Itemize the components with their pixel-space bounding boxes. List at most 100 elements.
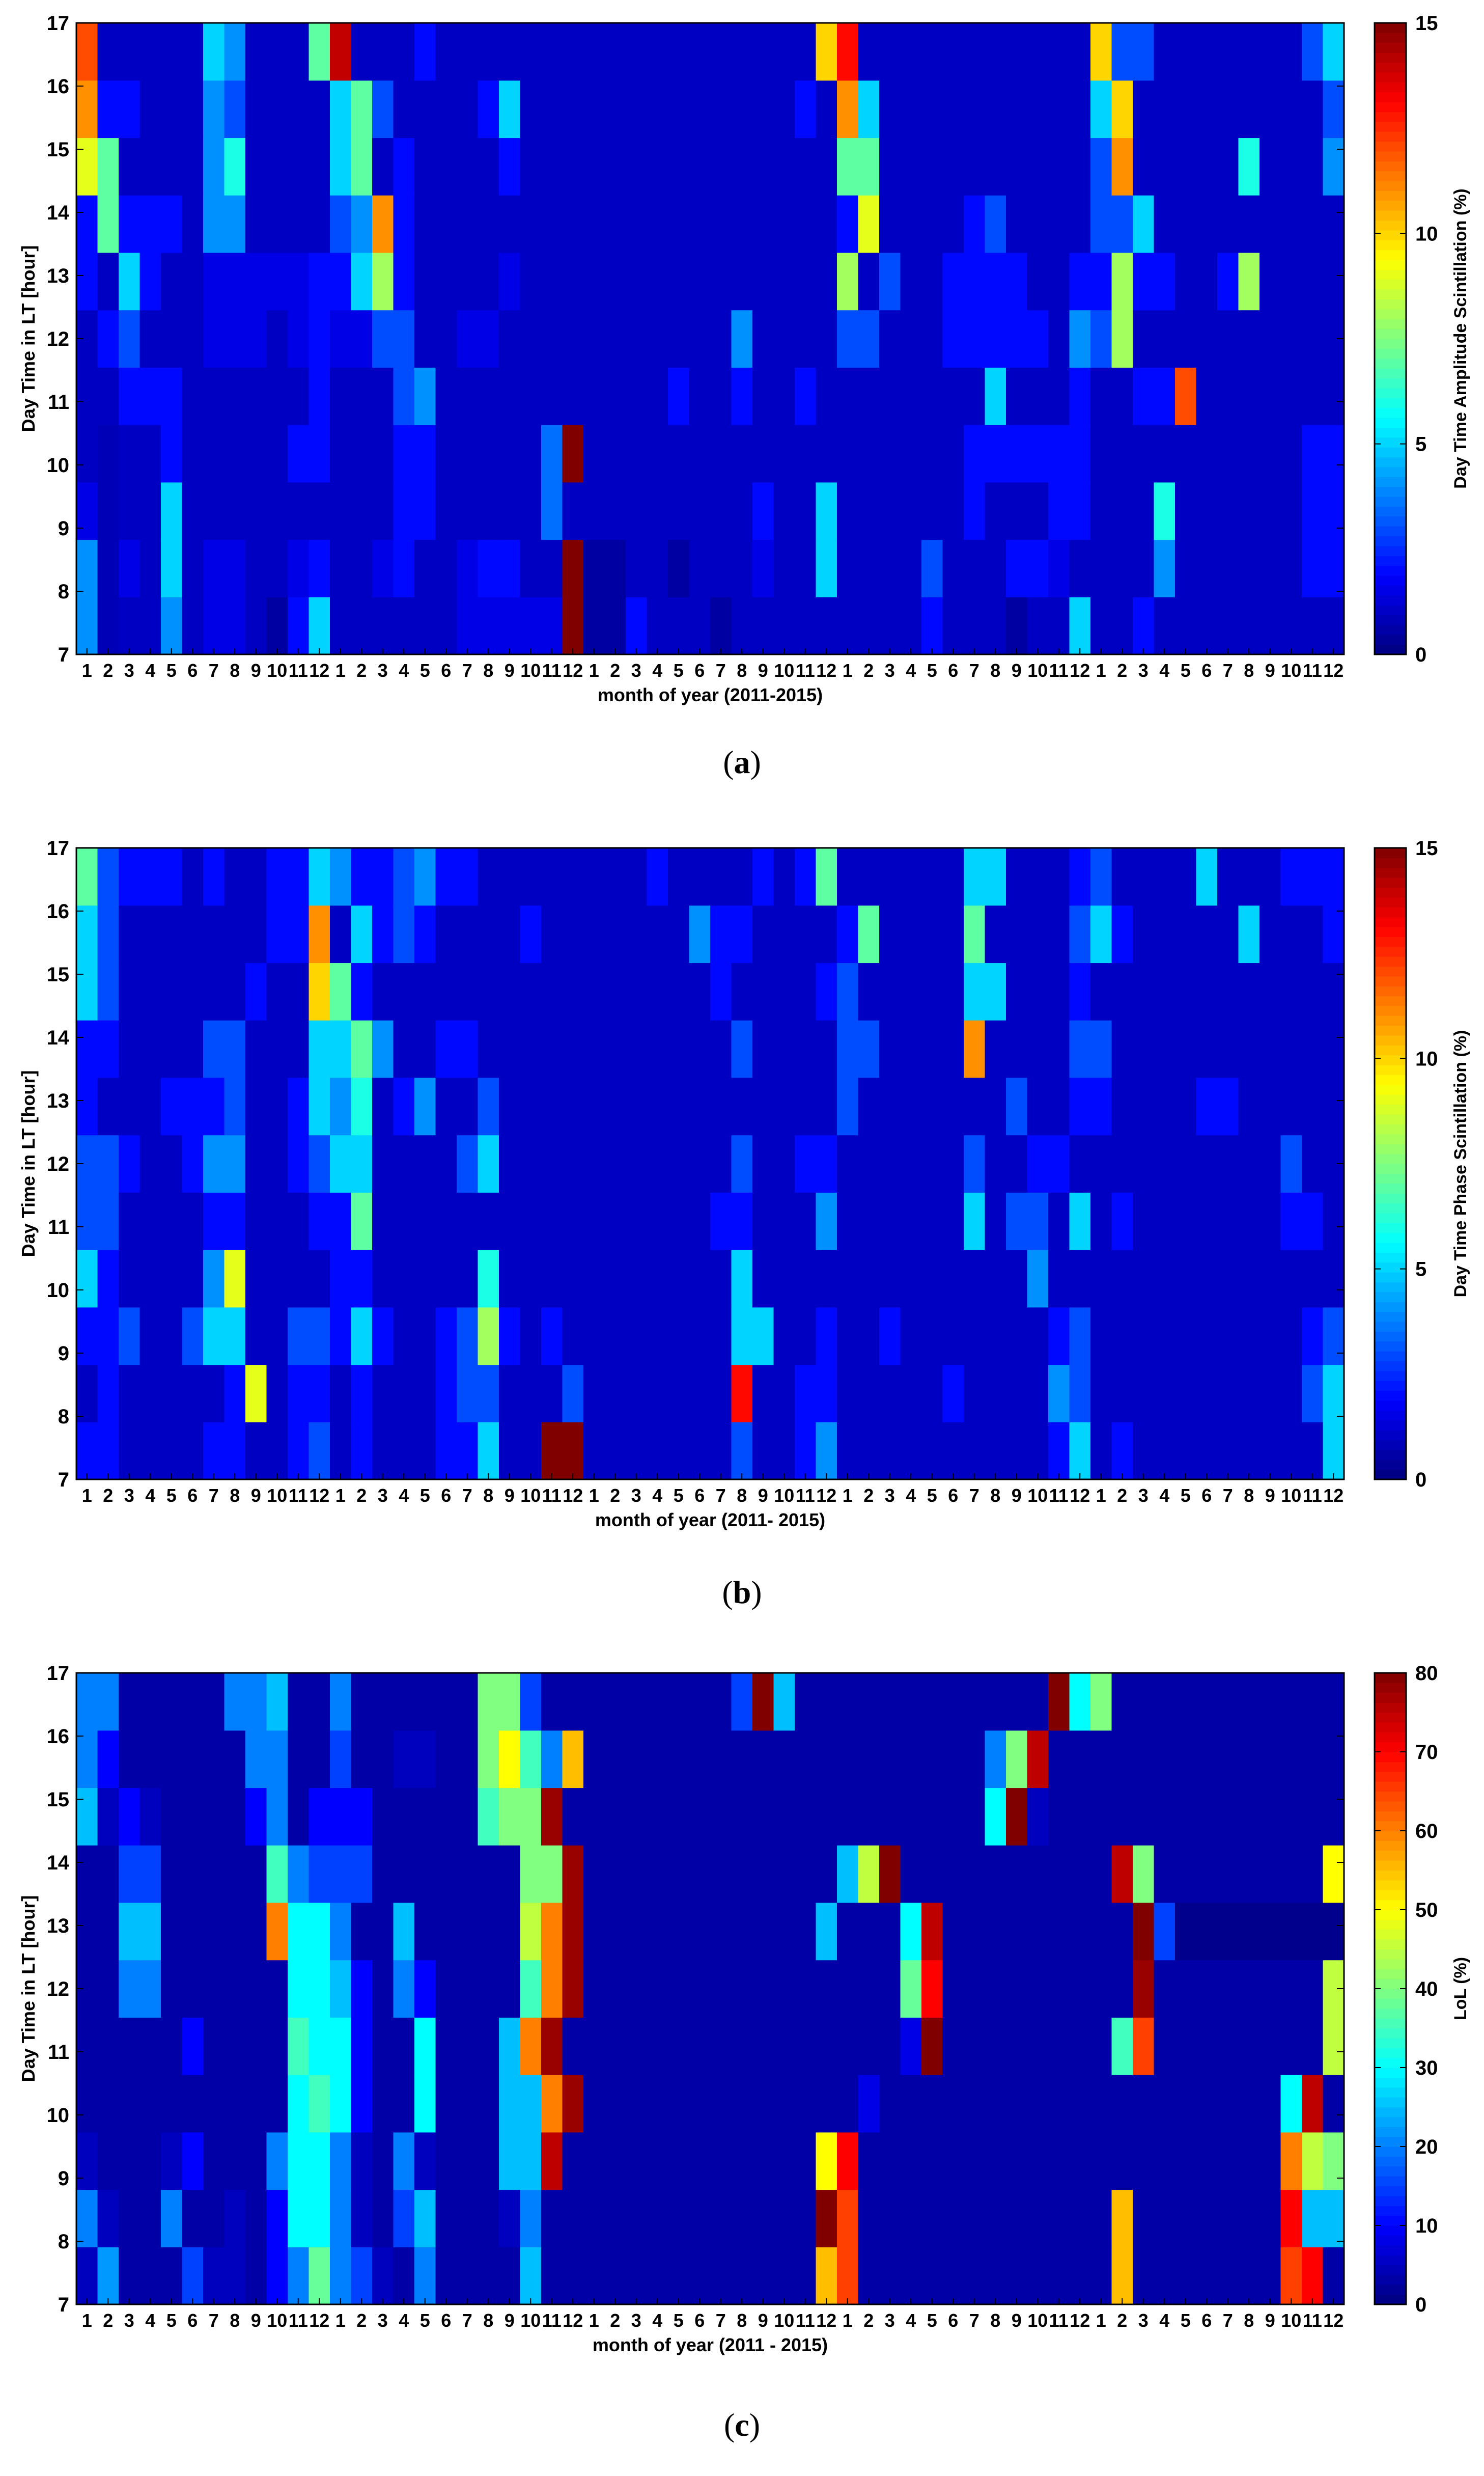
heatmap-cell [330, 1422, 352, 1480]
colorbar-swatch [1375, 1430, 1406, 1441]
x-tick-label: 3 [631, 2310, 641, 2331]
colorbar-swatch [1375, 1104, 1406, 1115]
x-tick-label: 9 [505, 660, 515, 681]
heatmap-cell [1048, 2189, 1070, 2247]
x-tick-label: 5 [1181, 660, 1191, 681]
heatmap-cell [647, 1673, 668, 1731]
heatmap-cell [245, 597, 267, 655]
colorbar-swatch [1375, 1831, 1406, 1841]
heatmap-cell [626, 1192, 648, 1250]
heatmap-cell [266, 1787, 288, 1846]
heatmap-cell [985, 1020, 1006, 1078]
heatmap-cell [921, 137, 943, 196]
heatmap-cell [1238, 962, 1260, 1021]
x-tick-label: 1 [335, 1485, 346, 1506]
heatmap-cell [541, 1673, 563, 1731]
heatmap-cell [224, 367, 246, 425]
heatmap-cell [499, 962, 521, 1021]
heatmap-cell [879, 1077, 901, 1136]
heatmap-cell [985, 252, 1006, 311]
heatmap-cell [1027, 597, 1049, 655]
heatmap-cell [626, 2075, 648, 2133]
colorbar-tick-label: 50 [1415, 1899, 1438, 1921]
heatmap-cell [288, 2132, 310, 2190]
heatmap-cell [1175, 2132, 1197, 2190]
heatmap-cell [858, 848, 880, 906]
heatmap-cell [1006, 1135, 1028, 1193]
heatmap-cell [562, 2075, 584, 2133]
heatmap-cell [1302, 539, 1324, 597]
x-tick-label: 1 [335, 660, 346, 681]
heatmap-cell [1302, 905, 1324, 964]
heatmap-cell [1302, 367, 1324, 425]
x-tick-label: 10 [774, 660, 794, 681]
heatmap-cell [985, 482, 1006, 540]
heatmap-cell [964, 539, 986, 597]
heatmap-cell [647, 80, 668, 139]
heatmap-cell [773, 137, 795, 196]
heatmap-cell [1175, 425, 1197, 483]
heatmap-cell [626, 962, 648, 1021]
heatmap-cell [1069, 2189, 1091, 2247]
heatmap-cell [837, 2247, 859, 2305]
heatmap-cell [985, 137, 1006, 196]
heatmap-cell [583, 848, 605, 906]
heatmap-cell [626, 1902, 648, 1961]
heatmap-cell [309, 482, 330, 540]
heatmap-cell [1302, 1422, 1324, 1480]
heatmap-cell [478, 2075, 499, 2133]
heatmap-cell [76, 905, 98, 964]
heatmap-cell [858, 1250, 880, 1308]
colorbar [1375, 1673, 1406, 2305]
heatmap-cell [351, 1902, 373, 1961]
heatmap-cell [288, 1020, 310, 1078]
heatmap-cell [1006, 848, 1028, 906]
heatmap-cell [689, 2247, 711, 2305]
heatmap-cell [710, 137, 732, 196]
heatmap-cell [752, 1020, 774, 1078]
heatmap-cell [942, 2189, 964, 2247]
heatmap-cell [1133, 310, 1155, 368]
heatmap-cell [1006, 1730, 1028, 1789]
heatmap-cell [1302, 1730, 1324, 1789]
heatmap-cell [773, 1673, 795, 1731]
heatmap-cell [1027, 905, 1049, 964]
heatmap-cell [1133, 1364, 1155, 1422]
heatmap-cell [731, 1135, 753, 1193]
heatmap-cell [964, 1364, 986, 1422]
heatmap-cell [604, 2247, 626, 2305]
heatmap-cell [1048, 1902, 1070, 1961]
heatmap-cell [1196, 597, 1218, 655]
heatmap-cell [1090, 1845, 1112, 1903]
heatmap-cell [309, 137, 330, 196]
heatmap-cell [689, 1845, 711, 1903]
heatmap-cell [203, 1135, 225, 1193]
heatmap-cell [1238, 1902, 1260, 1961]
x-tick-label: 6 [441, 660, 451, 681]
x-tick-label: 6 [948, 660, 958, 681]
heatmap-cell [97, 252, 119, 311]
heatmap-cell [1323, 2247, 1345, 2305]
heatmap-cell [97, 23, 119, 81]
heatmap-cell [1175, 1077, 1197, 1136]
heatmap-cell [1111, 252, 1133, 311]
heatmap-cell [562, 2247, 584, 2305]
heatmap-cell [816, 1730, 837, 1789]
heatmap-cell [879, 2075, 901, 2133]
heatmap-cell [837, 23, 859, 81]
heatmap-cell [604, 848, 626, 906]
heatmap-cell [414, 1077, 436, 1136]
heatmap-cell [985, 310, 1006, 368]
heatmap-cell [900, 962, 922, 1021]
heatmap-cell [1133, 1845, 1155, 1903]
heatmap-cell [393, 2247, 415, 2305]
heatmap-cell [457, 1673, 479, 1731]
x-tick-label: 9 [1012, 2310, 1022, 2331]
heatmap-cell [626, 2017, 648, 2075]
x-tick-label: 8 [483, 660, 493, 681]
heatmap-cell [203, 1250, 225, 1308]
heatmap-cell [372, 848, 394, 906]
heatmap-cell [1027, 1020, 1049, 1078]
heatmap-cell [858, 195, 880, 253]
heatmap-cell [1280, 2075, 1302, 2133]
